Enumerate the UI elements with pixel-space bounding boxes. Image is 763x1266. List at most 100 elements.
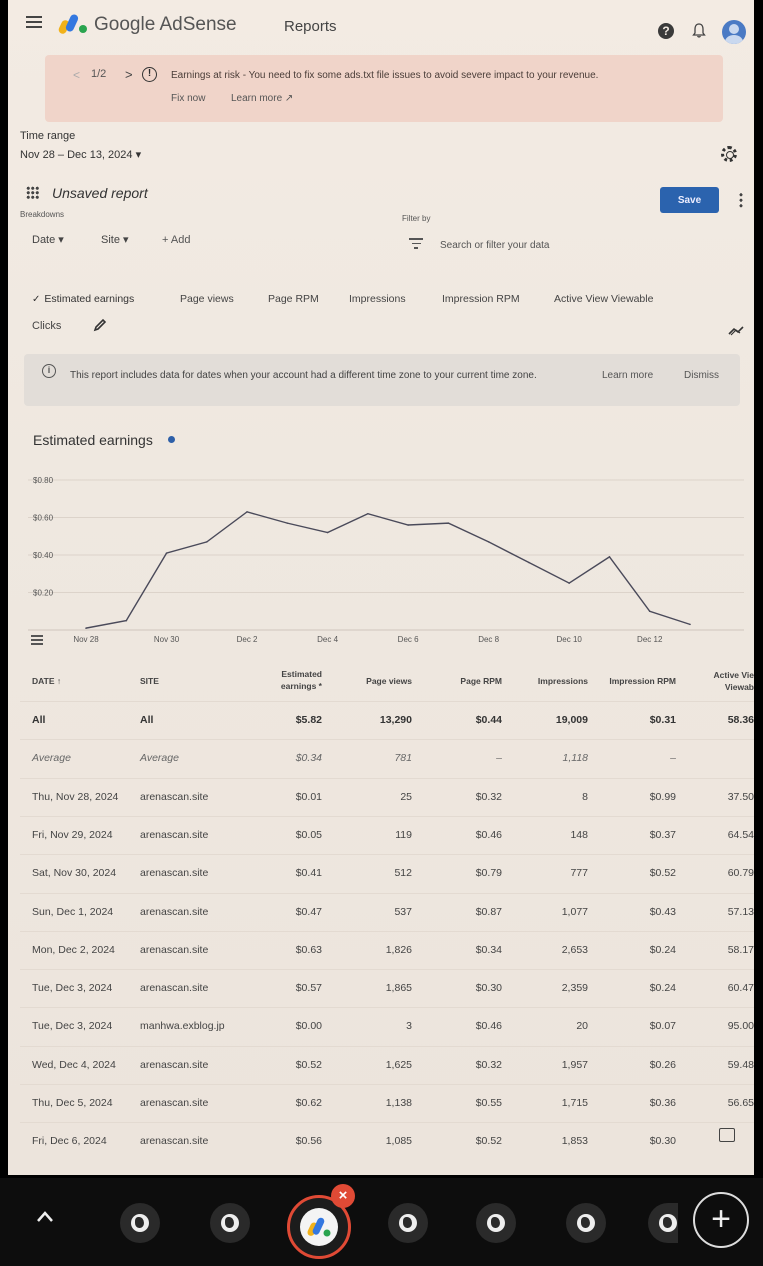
cell-site: arenascan.site [140,828,209,841]
info-dismiss-button[interactable]: Dismiss [684,370,719,381]
legend-dot [168,436,175,443]
alert-prev-button[interactable]: < [73,68,81,82]
metric-estimated-earnings[interactable]: ✓ Estimated earnings [22,290,144,308]
cell-earnings: $0.63 [295,943,322,956]
x-tick-label: Dec 8 [478,635,499,644]
cell-page-rpm: $0.79 [475,867,502,880]
cell-site: arenascan.site [140,1097,209,1109]
cell-page-rpm: $0.46 [475,1020,502,1033]
col-header-site[interactable]: SITE [140,676,159,686]
col-header-label: Estimated [281,669,322,679]
cell-earnings: $0.34 [295,752,322,765]
cell-active-view: 37.50 [727,790,754,803]
data-point [568,582,570,584]
col-header-impressions[interactable]: Impressions [537,676,588,686]
more-options-icon[interactable] [739,192,743,208]
save-button[interactable]: Save [660,187,719,213]
data-point [326,531,329,534]
dock-app-globe[interactable] [388,1203,428,1243]
cell-date: Fri, Dec 6, 2024 [32,1135,107,1148]
table-row: Fri, Nov 29, 2024 arenascan.site $0.05 119 $… [20,815,754,854]
page-title: Reports [284,18,337,35]
series-line [85,511,691,629]
fix-now-link[interactable]: Fix now [171,93,206,104]
cell-impression-rpm: $0.24 [649,982,676,995]
y-tick-label: $0.80 [33,476,54,485]
col-header-page-views[interactable]: Page views [366,676,412,686]
x-tick-label: Dec 2 [237,635,258,644]
close-app-icon[interactable]: × [331,1184,355,1208]
col-header-date[interactable]: DATE ↑ [32,676,62,686]
cell-impressions: 19,009 [555,714,588,726]
dock-app-globe[interactable] [648,1203,678,1243]
cell-date: Tue, Dec 3, 2024 [32,1020,113,1033]
x-tick-label: Dec 12 [637,635,663,644]
cell-site: arenascan.site [140,867,209,880]
legend-toggle-icon[interactable] [31,635,43,645]
metric-label: Estimated earnings [44,293,135,305]
cell-active-view: 58.36 [727,714,754,726]
cell-impressions: 148 [570,828,588,841]
cell-impression-rpm: $0.36 [649,1097,676,1109]
globe-icon [659,1214,677,1232]
table-row: Wed, Dec 4, 2024 arenascan.site $0.52 1,625… [20,1045,754,1084]
metric-impressions[interactable]: Impressions [339,290,416,308]
dock-app-globe[interactable] [476,1203,516,1243]
metric-clicks[interactable]: Clicks [32,320,62,332]
cell-site: arenascan.site [140,1135,209,1148]
bell-icon[interactable] [692,23,706,38]
feedback-icon[interactable] [719,1128,735,1142]
col-header-label: Viewab [724,681,754,692]
add-icon[interactable]: + [693,1192,749,1248]
col-header-estimated-earnings[interactable]: Estimated earnings * [260,669,322,693]
y-tick-label: $0.60 [33,514,54,523]
col-header-label: earnings * [280,680,322,691]
bottom-dock: × + [0,1178,763,1266]
cell-impression-rpm: $0.52 [649,867,676,880]
cell-impressions: 777 [570,867,588,880]
cell-active-view: 56.65 [727,1097,754,1109]
menu-icon[interactable] [26,16,42,28]
metric-impression-rpm[interactable]: Impression RPM [432,290,530,308]
breakdown-chip-date[interactable]: Date ▾ [32,234,64,246]
help-icon[interactable]: ? [658,23,674,39]
chevron-up-icon[interactable] [34,1206,56,1228]
table-row: Thu, Nov 28, 2024 arenascan.site $0.01 25 $0… [20,777,754,816]
dock-app-globe[interactable] [210,1203,250,1243]
metric-page-views[interactable]: Page views [170,290,244,308]
alert-text: Earnings at risk - You need to fix some … [171,70,599,81]
metric-page-rpm[interactable]: Page RPM [258,290,329,308]
info-text: This report includes data for dates when… [70,370,537,381]
avatar[interactable] [722,20,746,44]
time-range-dropdown[interactable]: Nov 28 – Dec 13, 2024 ▾ [20,149,142,161]
col-header-page-rpm[interactable]: Page RPM [460,676,502,686]
search-input[interactable] [440,234,700,256]
gear-icon[interactable] [721,146,737,162]
dock-app-globe[interactable] [566,1203,606,1243]
col-header-impression-rpm[interactable]: Impression RPM [609,676,676,686]
collapse-chart-icon[interactable] [728,326,744,336]
pencil-icon[interactable] [93,318,107,332]
adsense-logo-icon [58,14,87,34]
cell-page-views: 119 [395,828,412,841]
cell-impressions: 1,118 [562,752,589,765]
cell-earnings: $0.00 [295,1020,322,1033]
cell-page-rpm: $0.87 [475,905,502,918]
col-header-active-view[interactable]: Active Vie Viewab [700,670,754,694]
cell-date: Thu, Dec 5, 2024 [32,1097,113,1109]
info-learn-more-link[interactable]: Learn more [602,370,654,381]
data-point [286,522,289,524]
metric-active-view-viewable[interactable]: Active View Viewable [544,290,663,308]
data-point [125,619,128,622]
earnings-at-risk-banner: < 1/2 > ! Earnings at risk - You need to… [45,55,723,122]
cell-page-views: 1,085 [385,1135,412,1148]
cell-site: arenascan.site [140,905,209,918]
breakdown-chip-site[interactable]: Site ▾ [101,234,129,246]
alert-next-button[interactable]: > [125,67,133,82]
dock-app-globe[interactable] [120,1203,160,1243]
alert-learn-more-link[interactable]: Learn more ↗ [231,93,294,104]
cell-date: Tue, Dec 3, 2024 [32,982,113,995]
add-breakdown-button[interactable]: + Add [162,234,191,246]
cell-site: arenascan.site [140,1058,209,1071]
cell-active-view: 95.00 [727,1020,754,1033]
